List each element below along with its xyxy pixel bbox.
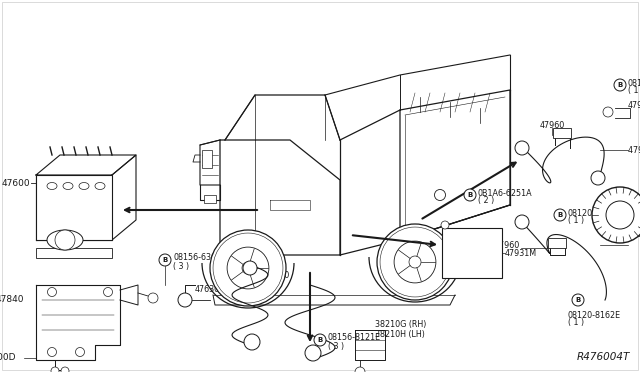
- Circle shape: [148, 293, 158, 303]
- Text: 47931M: 47931M: [505, 248, 537, 257]
- Text: 47840: 47840: [0, 295, 24, 305]
- Circle shape: [104, 288, 113, 296]
- Circle shape: [572, 294, 584, 306]
- Circle shape: [55, 230, 75, 250]
- Text: B: B: [317, 337, 323, 343]
- Circle shape: [244, 334, 260, 350]
- Text: ( 3 ): ( 3 ): [328, 341, 344, 350]
- Circle shape: [435, 189, 445, 201]
- Circle shape: [51, 367, 59, 372]
- Circle shape: [606, 201, 634, 229]
- Circle shape: [441, 221, 449, 229]
- Circle shape: [592, 187, 640, 243]
- Text: B: B: [575, 297, 580, 303]
- Bar: [204, 195, 216, 203]
- Bar: [36, 248, 112, 258]
- Bar: [36, 175, 112, 240]
- Circle shape: [47, 347, 56, 356]
- Circle shape: [61, 367, 69, 372]
- Text: 47600D: 47600D: [0, 353, 16, 362]
- Circle shape: [305, 345, 321, 361]
- Ellipse shape: [79, 183, 89, 189]
- Text: 47900MA (LH): 47900MA (LH): [628, 145, 640, 154]
- Text: 47960: 47960: [540, 121, 565, 129]
- Text: 08120-6122E: 08120-6122E: [568, 208, 621, 218]
- Text: 47910: 47910: [265, 270, 291, 279]
- Text: 47960: 47960: [495, 241, 520, 250]
- Text: 38210G (RH): 38210G (RH): [375, 321, 426, 330]
- Text: B: B: [618, 82, 623, 88]
- Text: B: B: [557, 212, 563, 218]
- Circle shape: [614, 79, 626, 91]
- Bar: [553, 128, 571, 138]
- Ellipse shape: [63, 183, 73, 189]
- Text: 08156-8121E: 08156-8121E: [328, 334, 381, 343]
- Circle shape: [243, 261, 257, 275]
- Circle shape: [314, 334, 326, 346]
- Circle shape: [159, 254, 171, 266]
- Text: ( 1 ): ( 1 ): [568, 318, 584, 327]
- Bar: [548, 238, 566, 248]
- Text: ( 1 ): ( 1 ): [568, 217, 584, 225]
- Bar: [442, 228, 502, 278]
- Text: 47900M (RH): 47900M (RH): [628, 231, 640, 240]
- Text: 47630A: 47630A: [195, 285, 226, 295]
- Circle shape: [603, 107, 613, 117]
- Circle shape: [409, 256, 421, 268]
- Ellipse shape: [95, 183, 105, 189]
- Circle shape: [242, 262, 254, 274]
- Circle shape: [227, 247, 269, 289]
- Text: B: B: [467, 192, 472, 198]
- Circle shape: [47, 288, 56, 296]
- Circle shape: [76, 347, 84, 356]
- Text: ( 1 ): ( 1 ): [628, 87, 640, 96]
- Circle shape: [210, 230, 286, 306]
- Text: R476004T: R476004T: [577, 352, 630, 362]
- Circle shape: [515, 141, 529, 155]
- Text: 38210H (LH): 38210H (LH): [375, 330, 425, 340]
- Circle shape: [394, 241, 436, 283]
- Text: ( 2 ): ( 2 ): [478, 196, 494, 205]
- Circle shape: [178, 293, 192, 307]
- Text: 08120-8162E: 08120-8162E: [628, 78, 640, 87]
- Circle shape: [554, 209, 566, 221]
- Text: 47600: 47600: [1, 179, 30, 187]
- Circle shape: [355, 367, 365, 372]
- Circle shape: [591, 171, 605, 185]
- Circle shape: [515, 215, 529, 229]
- Ellipse shape: [47, 183, 57, 189]
- Circle shape: [464, 189, 476, 201]
- Text: 47950: 47950: [628, 208, 640, 218]
- Text: 0B1A6-6251A: 0B1A6-6251A: [478, 189, 532, 198]
- Text: 47960: 47960: [628, 100, 640, 109]
- Text: 08156-63033: 08156-63033: [173, 253, 226, 263]
- Ellipse shape: [47, 230, 83, 250]
- Text: 08120-8162E: 08120-8162E: [568, 311, 621, 320]
- Bar: [202, 150, 212, 168]
- Circle shape: [377, 224, 453, 300]
- Text: B: B: [163, 257, 168, 263]
- Text: ( 3 ): ( 3 ): [173, 262, 189, 270]
